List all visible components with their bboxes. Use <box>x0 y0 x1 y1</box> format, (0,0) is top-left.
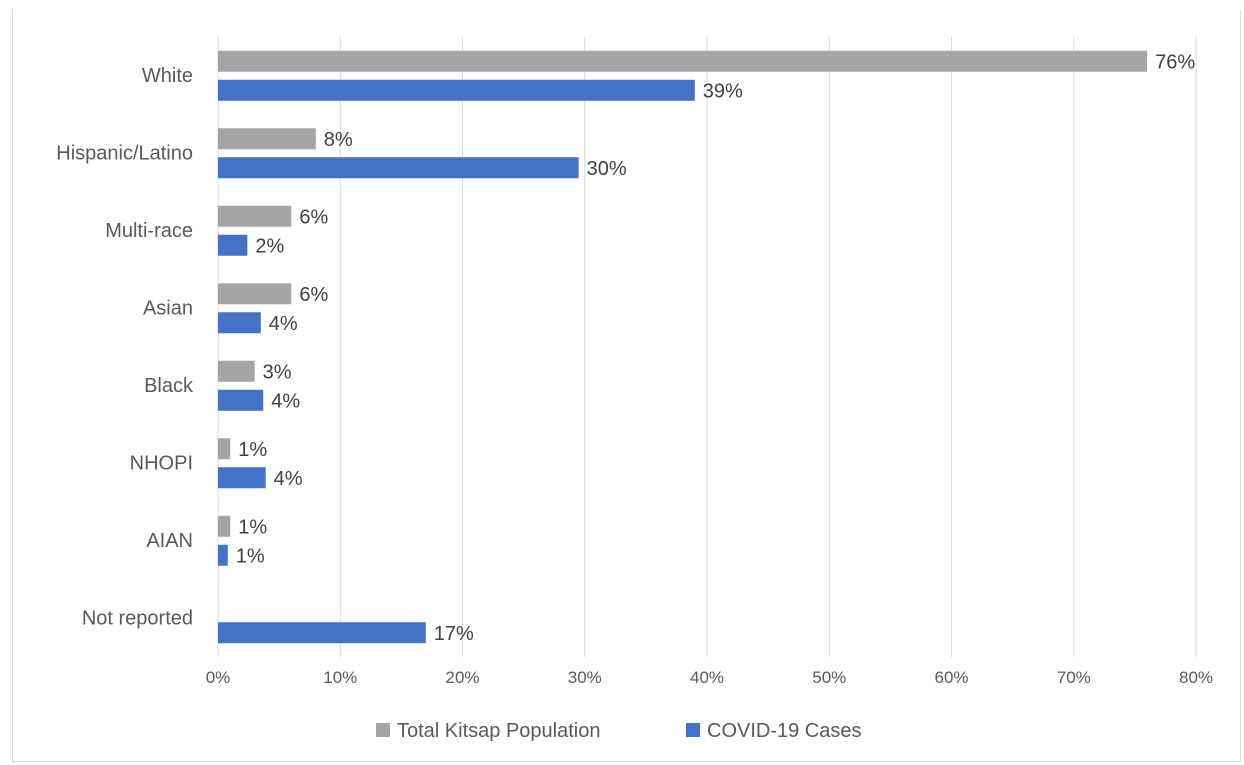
legend-swatch <box>686 723 700 737</box>
bar <box>218 283 292 305</box>
category-label: Multi-race <box>105 220 193 242</box>
x-tick-label: 0% <box>206 668 231 687</box>
bar <box>218 389 264 411</box>
bar <box>218 79 695 101</box>
x-tick-label: 40% <box>690 668 724 687</box>
data-label: 1% <box>238 516 267 538</box>
category-label: AIAN <box>146 530 193 552</box>
data-label: 17% <box>434 623 474 645</box>
data-label: 2% <box>255 235 284 257</box>
bar <box>218 515 231 537</box>
category-label: Hispanic/Latino <box>56 142 193 164</box>
gridlines <box>217 37 1197 657</box>
x-tick-label: 80% <box>1179 668 1213 687</box>
bar <box>218 50 1148 72</box>
data-label: 1% <box>236 545 265 567</box>
category-label: NHOPI <box>130 452 193 474</box>
data-labels: 76%39%8%30%6%2%6%4%3%4%1%4%1%1%17% <box>236 51 1196 645</box>
data-label: 4% <box>274 468 303 490</box>
legend: Total Kitsap Population COVID-19 Cases <box>376 720 862 742</box>
bar <box>218 205 292 227</box>
x-tick-label: 30% <box>568 668 602 687</box>
bars <box>218 50 1148 644</box>
x-tick-label: 70% <box>1057 668 1091 687</box>
x-tick-label: 60% <box>934 668 968 687</box>
x-tick-label: 20% <box>445 668 479 687</box>
data-label: 3% <box>263 361 292 383</box>
category-label: Not reported <box>82 607 193 629</box>
legend-swatch <box>376 723 390 737</box>
bar <box>218 128 316 150</box>
category-labels: White Hispanic/Latino Multi-race Asian Black… <box>56 65 194 630</box>
data-label: 8% <box>324 129 353 151</box>
x-tick-label: 10% <box>323 668 357 687</box>
legend-label: Total Kitsap Population <box>397 720 600 742</box>
bar <box>218 467 266 489</box>
chart-frame <box>12 10 1241 762</box>
legend-label: COVID-19 Cases <box>707 720 862 742</box>
data-label: 76% <box>1155 51 1195 73</box>
data-label: 6% <box>299 206 328 228</box>
data-label: 6% <box>299 284 328 306</box>
bar <box>218 157 579 179</box>
data-label: 39% <box>703 80 743 102</box>
data-label: 4% <box>269 313 298 335</box>
bar <box>218 312 261 334</box>
bar <box>218 234 248 256</box>
data-label: 1% <box>238 439 267 461</box>
category-label: Asian <box>143 297 193 319</box>
data-label: 4% <box>271 390 300 412</box>
category-label: Black <box>144 375 194 397</box>
x-tick-label: 50% <box>812 668 846 687</box>
category-label: White <box>142 65 193 87</box>
x-tick-labels: 0% 10% 20% 30% 40% 50% 60% 70% 80% <box>206 668 1213 687</box>
bar <box>218 360 255 382</box>
bar <box>218 438 231 460</box>
bar <box>218 622 426 644</box>
data-label: 30% <box>587 158 627 180</box>
bar <box>218 544 228 566</box>
